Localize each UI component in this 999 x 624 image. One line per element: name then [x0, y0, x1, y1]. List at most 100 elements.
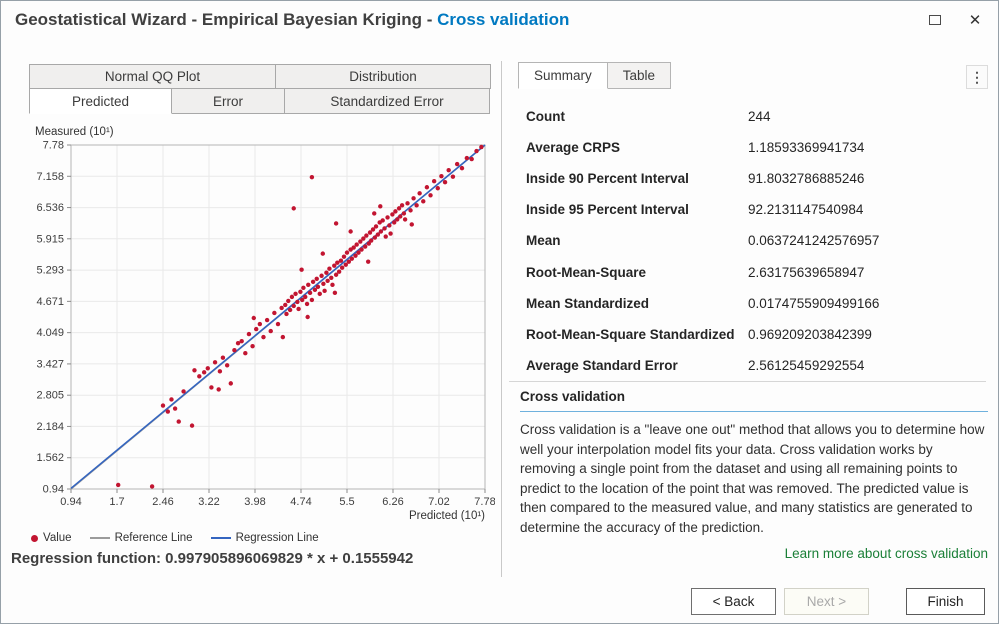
maximize-button[interactable]	[920, 7, 950, 33]
scatter-point	[286, 298, 291, 304]
y-tick-label: 4.049	[36, 327, 64, 339]
scatter-point	[428, 193, 433, 198]
scatter-point	[201, 370, 207, 375]
scatter-point	[261, 334, 266, 340]
scatter-point	[189, 423, 195, 428]
scatter-point	[212, 360, 218, 365]
scatter-point	[324, 270, 329, 275]
scatter-point	[332, 263, 337, 268]
results-tab-control: Summary Table ⋮	[518, 62, 988, 89]
scatter-point	[358, 239, 363, 244]
cross-validation-scatter-plot: 0.94 1.7 2.46 3.22 3.98 4.74 5.5 6.26 7.02 7.78 7.…	[35, 126, 495, 522]
scatter-point	[239, 338, 244, 344]
scatter-point	[309, 297, 315, 303]
legend-item: Value	[31, 532, 72, 544]
x-tick-label: 6.26	[382, 496, 403, 508]
y-tick-label: 2.805	[36, 390, 64, 402]
tab-table[interactable]: Table	[606, 62, 672, 89]
tab-error[interactable]: Error	[171, 88, 285, 114]
panel-divider	[501, 61, 502, 577]
next-button: Next >	[784, 588, 869, 615]
scatter-point	[372, 211, 377, 216]
scatter-point	[356, 250, 361, 255]
stat-row: Root-Mean-Square 2.63175639658947	[520, 257, 988, 288]
stat-label: Mean	[526, 233, 561, 249]
legend-label: Reference Line	[114, 532, 193, 544]
stat-label: Inside 95 Percent Interval	[526, 202, 689, 218]
x-tick-label: 7.02	[428, 496, 449, 508]
stat-value: 0.969209203842399	[748, 327, 872, 343]
options-menu-button[interactable]: ⋮	[966, 65, 988, 89]
scatter-point	[220, 355, 226, 360]
y-axis-title: Measured (10¹)	[35, 126, 114, 138]
scatter-point	[176, 419, 181, 424]
scatter-point	[303, 294, 308, 300]
scatter-point	[243, 351, 248, 356]
tab-normal-qq-plot[interactable]: Normal QQ Plot	[29, 64, 276, 89]
scatter-point	[228, 381, 233, 386]
scatter-point	[380, 218, 385, 223]
scatter-point	[390, 212, 395, 217]
scatter-point	[454, 161, 460, 167]
y-tick-label: 0.94	[43, 484, 64, 496]
scatter-point	[296, 306, 301, 312]
x-tick-label: 5.5	[339, 496, 354, 508]
scatter-point	[325, 278, 330, 283]
window-title-step: Cross validation	[437, 10, 570, 29]
scatter-point	[197, 374, 202, 379]
scatter-point	[317, 291, 322, 297]
scatter-point	[217, 369, 223, 374]
stat-label: Mean Standardized	[526, 295, 650, 311]
scatter-point	[362, 244, 368, 249]
x-tick-label: 0.94	[60, 496, 81, 508]
scatter-point	[284, 311, 289, 317]
scatter-point	[333, 221, 339, 226]
back-button[interactable]: < Back	[691, 588, 776, 615]
legend-swatch-line	[210, 537, 231, 539]
close-button[interactable]: ✕	[960, 7, 990, 33]
help-heading: Cross validation	[520, 389, 626, 404]
scatter-point	[327, 266, 332, 271]
scatter-point	[405, 201, 410, 206]
tab-standardized-error[interactable]: Standardized Error	[284, 88, 490, 114]
scatter-point	[264, 317, 270, 323]
scatter-point	[300, 297, 305, 303]
finish-button[interactable]: Finish	[906, 588, 985, 615]
y-tick-label: 4.671	[36, 296, 64, 308]
stat-label: Count	[526, 108, 565, 124]
tab-distribution[interactable]: Distribution	[275, 64, 491, 89]
stat-row: Average CRPS 1.18593369941734	[520, 132, 988, 163]
scatter-point	[305, 314, 310, 320]
scatter-point	[421, 199, 426, 204]
heading-rule	[520, 411, 988, 412]
y-tick-label: 3.427	[36, 358, 64, 370]
stat-row: Inside 90 Percent Interval 91.80327868852…	[520, 163, 988, 194]
scatter-point	[333, 272, 339, 277]
chart-tab-control: Normal QQ Plot Distribution Predicted Erro…	[29, 64, 492, 114]
tab-predicted[interactable]: Predicted	[29, 88, 172, 114]
y-tick-label: 6.536	[36, 202, 64, 214]
scatter-point	[464, 155, 470, 161]
y-tick-label: 7.158	[36, 171, 64, 183]
scatter-point	[235, 340, 241, 346]
stat-value: 244	[748, 108, 771, 124]
scatter-point	[304, 301, 310, 307]
stat-row: Mean Standardized 0.0174755909499166	[520, 288, 988, 319]
scatter-point	[312, 287, 318, 293]
scatter-point	[367, 230, 373, 235]
scatter-point	[479, 144, 484, 150]
scatter-point	[439, 173, 444, 179]
x-tick-label: 3.22	[198, 496, 219, 508]
learn-more-link[interactable]: Learn more about cross validation	[784, 546, 988, 562]
y-tick-label: 7.78	[43, 140, 64, 152]
scatter-point	[192, 368, 197, 373]
section-divider	[509, 381, 986, 382]
tab-summary[interactable]: Summary	[518, 62, 608, 89]
scatter-point	[383, 234, 388, 239]
scatter-point	[450, 174, 456, 179]
scatter-point	[364, 233, 369, 238]
scatter-point	[329, 275, 334, 280]
scatter-point	[341, 254, 347, 259]
chart-legend: Value Reference Line Regression Line	[31, 532, 319, 544]
chart-tab-row-2: Predicted Error Standardized Error	[29, 88, 492, 114]
